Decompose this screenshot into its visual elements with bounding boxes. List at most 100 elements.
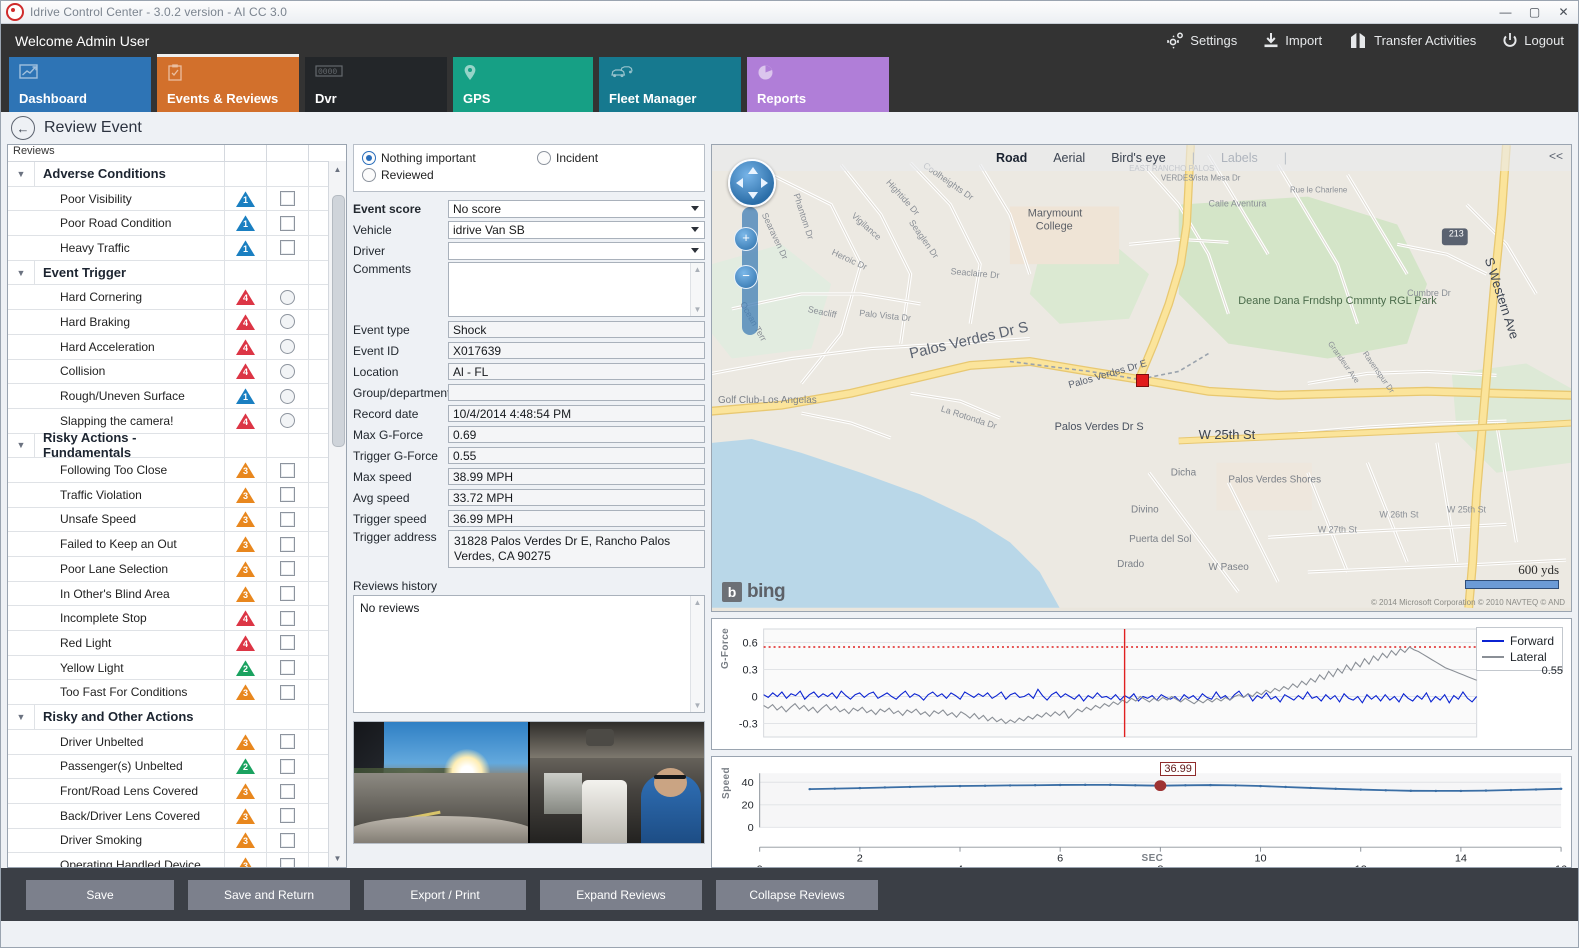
chevron-down-icon[interactable] <box>691 205 699 211</box>
tree-item-checkbox[interactable] <box>280 487 295 503</box>
scrollbar-thumb[interactable] <box>332 195 345 447</box>
tree-item-row[interactable]: Hard Braking 4 <box>8 310 346 335</box>
field-readonly-record-date[interactable]: 10/4/2014 4:48:54 PM <box>448 405 705 422</box>
tree-item-checkbox[interactable] <box>280 191 295 207</box>
chevron-down-icon[interactable] <box>691 226 699 232</box>
field-textarea-comments[interactable]: ▲ ▼ <box>448 262 705 317</box>
field-readonly-trigger-speed[interactable]: 36.99 MPH <box>448 510 705 527</box>
radio-nothing-important[interactable]: Nothing important <box>362 151 537 165</box>
field-readonly-max-g-force[interactable]: 0.69 <box>448 426 705 443</box>
field-select-driver[interactable] <box>448 241 705 260</box>
tree-item-row[interactable]: Incomplete Stop 4 <box>8 606 346 632</box>
field-select-event-score[interactable]: No score <box>448 199 705 218</box>
tree-item-radio[interactable] <box>280 363 295 379</box>
pan-down-icon[interactable] <box>748 192 758 199</box>
import-action[interactable]: Import <box>1263 32 1322 49</box>
scroll-up-icon[interactable]: ▲ <box>693 265 702 274</box>
chevron-down-icon[interactable]: ▼ <box>16 168 26 179</box>
field-readonly-trigger-g-force[interactable]: 0.55 <box>448 447 705 464</box>
road-camera-thumbnail[interactable] <box>354 722 528 843</box>
minimize-button[interactable]: — <box>1499 5 1512 19</box>
map-zoom-out-button[interactable]: − <box>734 265 758 289</box>
tree-item-checkbox[interactable] <box>280 511 295 527</box>
tree-item-checkbox[interactable] <box>280 561 295 577</box>
transfer-activities-action[interactable]: Transfer Activities <box>1348 32 1476 49</box>
tree-item-row[interactable]: Hard Acceleration 4 <box>8 334 346 360</box>
collapse-reviews-button[interactable]: Collapse Reviews <box>716 879 878 910</box>
tree-item-row[interactable]: Following Too Close 3 <box>8 458 346 483</box>
tree-item-checkbox[interactable] <box>280 462 295 478</box>
map-view-labels[interactable]: Labels <box>1220 151 1258 165</box>
field-select-vehicle[interactable]: idrive Van SB <box>448 220 705 239</box>
scroll-up-icon[interactable]: ▲ <box>333 165 342 174</box>
tree-item-row[interactable]: Back/Driver Lens Covered 3 <box>8 803 346 829</box>
scroll-down-icon[interactable]: ▼ <box>333 854 342 863</box>
tree-item-row[interactable]: Slapping the camera! 4 <box>8 408 346 434</box>
map-view-aerial[interactable]: Aerial <box>1053 151 1086 165</box>
tree-item-radio[interactable] <box>280 388 295 404</box>
tree-item-row[interactable]: Passenger(s) Unbelted 2 <box>8 754 346 780</box>
tree-group-row[interactable]: ▼ Adverse Conditions <box>8 162 346 187</box>
pan-left-icon[interactable] <box>736 178 743 188</box>
scroll-down-icon[interactable]: ▼ <box>693 701 702 710</box>
tree-item-row[interactable]: Hard Cornering 4 <box>8 285 346 311</box>
g-force-chart-panel[interactable]: 0.6 0.3 0 -0.3 G-Force Forward Lateral 0.55 <box>711 618 1572 750</box>
tree-item-row[interactable]: Heavy Traffic 1 <box>8 236 346 261</box>
tree-item-row[interactable]: Poor Lane Selection 3 <box>8 557 346 582</box>
chevron-down-icon[interactable]: ▼ <box>16 440 26 451</box>
tree-item-row[interactable]: Unsafe Speed 3 <box>8 507 346 533</box>
tree-item-checkbox[interactable] <box>280 758 295 774</box>
field-address-trigger-address[interactable]: 31828 Palos Verdes Dr E, Rancho Palos Ve… <box>448 530 705 568</box>
save-and-return-button[interactable]: Save and Return <box>188 879 350 910</box>
tree-group-row[interactable]: ▼ Risky Actions - Fundamentals <box>8 430 346 460</box>
reviews-history-box[interactable]: No reviews ▲ ▼ <box>353 595 705 713</box>
tab-dashboard[interactable]: Dashboard <box>9 57 151 112</box>
field-readonly-group-department[interactable] <box>448 384 705 401</box>
tree-item-row[interactable]: Operating Handled Device 3 <box>8 853 346 867</box>
tree-item-checkbox[interactable] <box>280 635 295 651</box>
map-view-birds-eye[interactable]: Bird's eye <box>1111 151 1166 165</box>
reviews-tree-body[interactable]: ▼ Adverse Conditions Poor Visibility 1 Poor … <box>8 162 346 867</box>
tree-item-checkbox[interactable] <box>280 610 295 626</box>
field-readonly-event-type[interactable]: Shock <box>448 321 705 338</box>
tree-item-row[interactable]: Too Fast For Conditions 3 <box>8 680 346 706</box>
field-readonly-avg-speed[interactable]: 33.72 MPH <box>448 489 705 506</box>
tree-item-checkbox[interactable] <box>280 808 295 824</box>
tree-item-radio[interactable] <box>280 314 295 330</box>
expand-reviews-button[interactable]: Expand Reviews <box>540 879 702 910</box>
driver-camera-thumbnail[interactable] <box>530 722 704 843</box>
tab-events-reviews[interactable]: Events & Reviews <box>157 54 299 112</box>
tree-item-checkbox[interactable] <box>280 240 295 256</box>
tree-item-checkbox[interactable] <box>280 536 295 552</box>
radio-incident[interactable]: Incident <box>537 151 598 165</box>
scroll-down-icon[interactable]: ▼ <box>693 305 702 314</box>
maximize-button[interactable]: ▢ <box>1528 5 1541 19</box>
reviews-tree-scrollbar[interactable]: ▲ ▼ <box>328 161 346 867</box>
tree-item-row[interactable]: Front/Road Lens Covered 3 <box>8 779 346 804</box>
tree-item-row[interactable]: Traffic Violation 3 <box>8 482 346 508</box>
tree-item-checkbox[interactable] <box>280 684 295 700</box>
map-view-road[interactable]: Road <box>995 151 1028 165</box>
tab-fleet-manager[interactable]: Fleet Manager <box>599 57 741 112</box>
tab-dvr[interactable]: 0000 Dvr <box>305 57 447 112</box>
chevron-down-icon[interactable] <box>691 247 699 253</box>
tree-item-radio[interactable] <box>280 413 295 429</box>
field-readonly-max-speed[interactable]: 38.99 MPH <box>448 468 705 485</box>
tree-item-checkbox[interactable] <box>280 857 295 867</box>
settings-action[interactable]: Settings <box>1166 32 1237 49</box>
speed-chart-panel[interactable]: 40 20 0 0 2 4 6 8 10 12 14 16 Speed SEC 36.99 <box>711 756 1572 868</box>
tree-item-radio[interactable] <box>280 339 295 355</box>
export-print-button[interactable]: Export / Print <box>364 879 526 910</box>
tree-item-row[interactable]: Driver Smoking 3 <box>8 828 346 854</box>
tree-item-row[interactable]: Collision 4 <box>8 359 346 385</box>
tree-item-row[interactable]: Poor Road Condition 1 <box>8 211 346 237</box>
tree-group-row[interactable]: ▼ Risky and Other Actions <box>8 705 346 730</box>
map-collapse-button[interactable]: << <box>1548 149 1563 163</box>
tree-item-row[interactable]: Failed to Keep an Out 3 <box>8 532 346 557</box>
field-readonly-location[interactable]: Al - FL <box>448 363 705 380</box>
tree-item-row[interactable]: Red Light 4 <box>8 631 346 656</box>
comments-scrollbar[interactable]: ▲ ▼ <box>690 263 704 316</box>
map-zoom-in-button[interactable]: + <box>734 227 758 251</box>
tree-item-checkbox[interactable] <box>280 734 295 750</box>
close-button[interactable]: ✕ <box>1558 5 1569 19</box>
